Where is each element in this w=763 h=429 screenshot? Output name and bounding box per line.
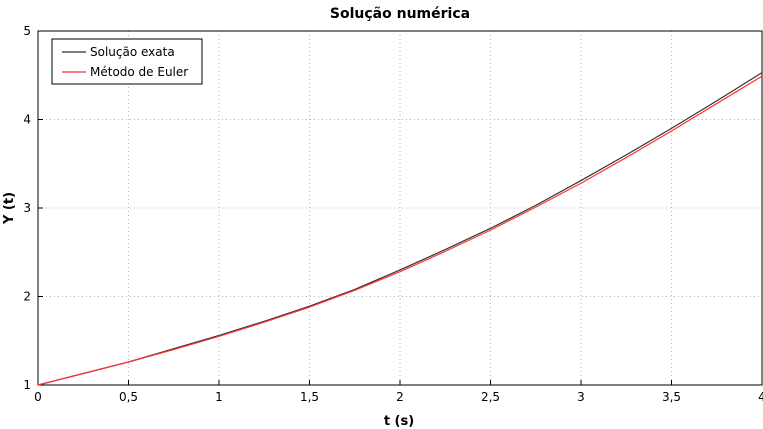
y-tick-label: 5 bbox=[23, 24, 31, 38]
x-tick-label: 0,5 bbox=[119, 390, 138, 404]
legend-label-exact: Solução exata bbox=[90, 45, 175, 59]
x-tick-label: 1 bbox=[215, 390, 223, 404]
x-tick-label: 0 bbox=[34, 390, 42, 404]
x-tick-label: 1,5 bbox=[300, 390, 319, 404]
x-axis-label: t (s) bbox=[384, 414, 414, 429]
y-tick-label: 1 bbox=[23, 378, 31, 392]
grid bbox=[38, 31, 762, 385]
x-axis: 0 0,5 1 1,5 2 2,5 3 3,5 4 bbox=[34, 380, 763, 404]
series-layer bbox=[37, 72, 763, 386]
x-tick-label: 3 bbox=[577, 390, 585, 404]
y-tick-label: 3 bbox=[23, 201, 31, 215]
chart-title: Solução numérica bbox=[330, 6, 470, 22]
series-line-euler bbox=[37, 75, 763, 386]
y-tick-label: 2 bbox=[23, 290, 31, 304]
x-tick-label: 3,5 bbox=[662, 390, 681, 404]
legend-box bbox=[51, 38, 203, 85]
legend-label-euler: Método de Euler bbox=[90, 65, 188, 79]
y-tick-label: 4 bbox=[23, 113, 31, 127]
x-tick-label: 2,5 bbox=[481, 390, 500, 404]
x-tick-label: 4 bbox=[758, 390, 763, 404]
legend: Solução exata Método de Euler bbox=[51, 38, 203, 85]
y-axis-label: Y (t) bbox=[2, 192, 17, 225]
y-axis: 1 2 3 4 5 bbox=[23, 24, 43, 392]
x-tick-label: 2 bbox=[396, 390, 404, 404]
